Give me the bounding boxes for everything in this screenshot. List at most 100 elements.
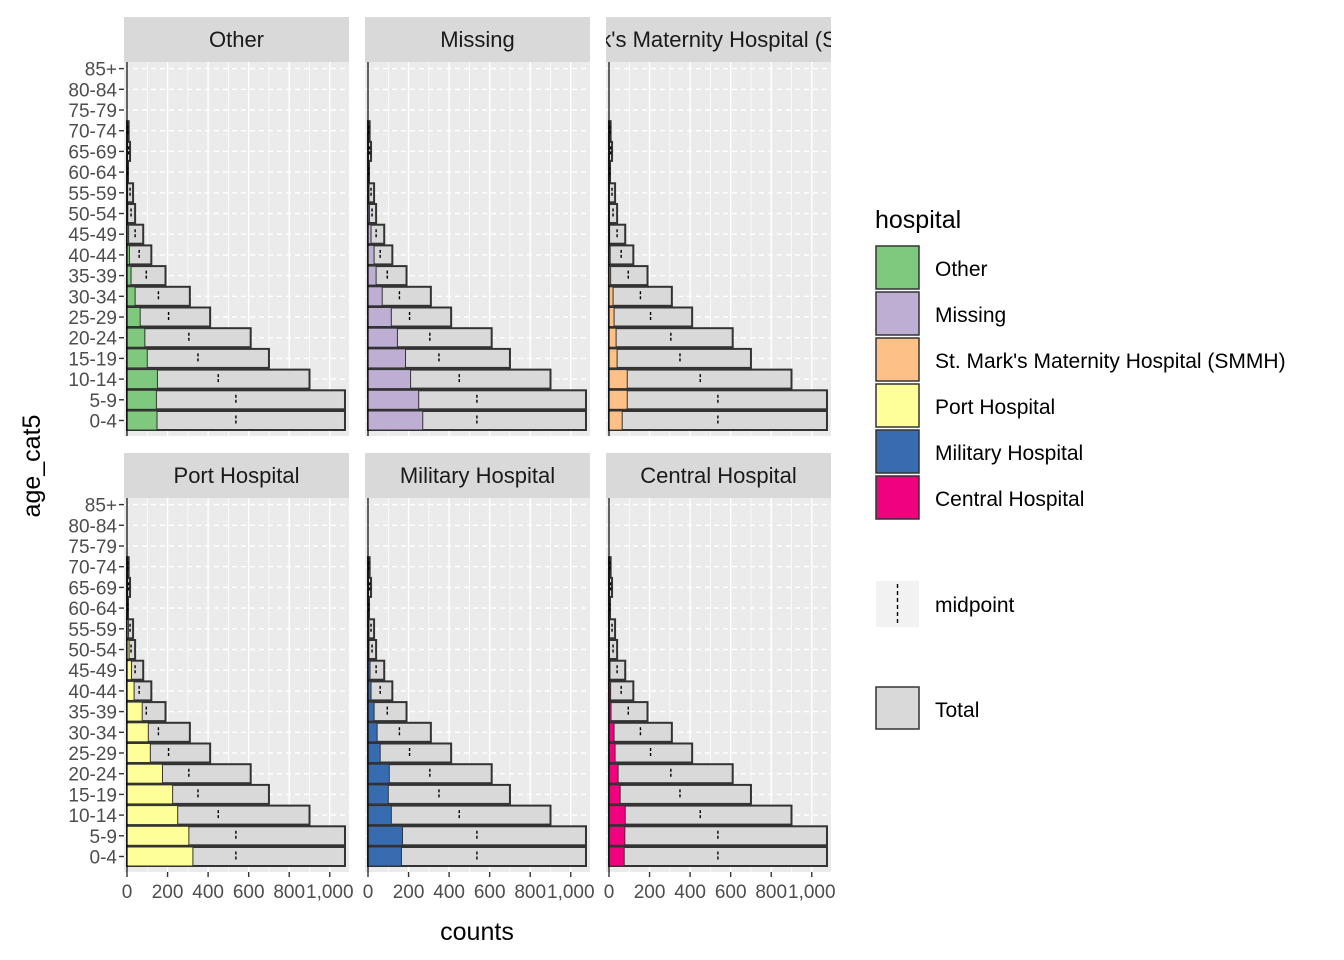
legend-label-military-hospital: Military Hospital xyxy=(935,442,1083,465)
x-tick-label: 1,000 xyxy=(306,882,354,903)
hospital-bar xyxy=(608,846,625,867)
hospital-bar xyxy=(608,722,615,743)
y-tick-label: 85+ xyxy=(85,60,117,81)
y-tick-label: 20-24 xyxy=(68,329,117,350)
x-tick-label: 600 xyxy=(233,882,265,903)
y-tick-label: 45-49 xyxy=(68,225,117,246)
hospital-bar xyxy=(608,410,623,431)
hospital-bar xyxy=(608,825,626,846)
y-tick-label: 15-19 xyxy=(68,349,117,370)
legend-key-port-hospital xyxy=(875,383,920,428)
y-tick-label: 45-49 xyxy=(68,661,117,682)
hospital-bar xyxy=(126,722,149,743)
hospital-bar xyxy=(608,763,619,784)
hospital-bar xyxy=(126,784,174,805)
hospital-bar xyxy=(126,265,132,286)
hospital-bar xyxy=(367,846,402,867)
hospital-bar xyxy=(367,701,375,722)
legend-label-midpoint: midpoint xyxy=(935,594,1015,617)
hospital-bar xyxy=(367,265,377,286)
x-axis-title: counts xyxy=(440,918,514,946)
hospital-bar xyxy=(367,722,378,743)
y-tick-label: 85+ xyxy=(85,496,117,517)
hospital-bar xyxy=(126,389,157,410)
y-tick-label: 80-84 xyxy=(68,516,117,537)
hospital-bar xyxy=(126,680,135,701)
hospital-bar xyxy=(367,307,392,327)
y-tick-label: 80-84 xyxy=(68,80,117,101)
facet-strip-label: Port Hospital xyxy=(174,463,300,488)
x-tick-label: 200 xyxy=(152,882,184,903)
x-tick-label: 600 xyxy=(715,882,747,903)
facet-central-hospital: Central Hospital 0 200 400 600 800 1,000 xyxy=(604,453,836,903)
hospital-bar xyxy=(126,369,158,390)
facet-strip-label: k's Maternity Hospital (S xyxy=(600,27,837,52)
facet-strip xyxy=(606,453,831,498)
hospital-bar xyxy=(367,784,389,805)
hospital-bar xyxy=(126,286,136,307)
facet-strip xyxy=(124,453,349,498)
hospital-bar xyxy=(126,327,146,348)
hospital-bar xyxy=(608,327,617,348)
x-tick-label: 800 xyxy=(273,882,305,903)
y-tick-label: 35-39 xyxy=(68,703,117,724)
y-tick-label: 55-59 xyxy=(68,184,117,205)
legend-key-central-hospital xyxy=(875,475,920,520)
facet-panels: Other0-45-910-1415-1920-2425-2930-3435-3… xyxy=(68,17,836,903)
x-tick-label: 400 xyxy=(433,882,465,903)
facet-st-mark-s-maternity-hospital-smmh: k's Maternity Hospital (S xyxy=(600,17,837,436)
hospital-bar xyxy=(367,348,407,369)
y-tick-label: 40-44 xyxy=(68,246,117,267)
x-tick-label: 800 xyxy=(514,882,546,903)
hospital-bar xyxy=(126,743,151,763)
hospital-bar xyxy=(126,660,132,681)
legend-label-st-mark-s-maternity-hospital-smmh: St. Mark's Maternity Hospital (SMMH) xyxy=(935,350,1286,373)
hospital-bar xyxy=(367,327,398,348)
y-tick-label: 40-44 xyxy=(68,682,117,703)
y-tick-label: 75-79 xyxy=(68,537,117,558)
hospital-bar xyxy=(367,244,375,265)
legend: hospital Other Missing St. Mark's Maternity… xyxy=(875,206,1286,730)
hospital-bar xyxy=(608,743,616,763)
x-tick-label: 400 xyxy=(192,882,224,903)
hospital-bar xyxy=(126,763,163,784)
y-tick-label: 5-9 xyxy=(90,391,117,412)
x-tick-label: 600 xyxy=(474,882,506,903)
y-tick-label: 10-14 xyxy=(68,806,117,827)
y-axis-title: age_cat5 xyxy=(18,415,46,518)
y-tick-label: 15-19 xyxy=(68,785,117,806)
facet-port-hospital: Port Hospital0-45-910-1415-1920-2425-293… xyxy=(68,453,354,903)
y-tick-label: 30-34 xyxy=(68,287,117,308)
hospital-bar xyxy=(367,286,383,307)
x-tick-label: 400 xyxy=(674,882,706,903)
facet-military-hospital: Military Hospital 0 200 400 600 800 1,000 xyxy=(363,453,595,903)
facet-strip xyxy=(124,17,349,62)
x-tick-label: 0 xyxy=(122,882,133,903)
facet-strip xyxy=(606,17,831,62)
legend-key-st-mark-s-maternity-hospital-smmh xyxy=(875,337,920,382)
legend-label-total: Total xyxy=(935,699,979,722)
x-tick-label: 0 xyxy=(604,882,615,903)
x-tick-label: 1,000 xyxy=(547,882,595,903)
y-tick-label: 25-29 xyxy=(68,308,117,329)
hospital-bar xyxy=(367,763,390,784)
hospital-bar xyxy=(126,701,143,722)
x-tick-label: 0 xyxy=(363,882,374,903)
x-tick-label: 800 xyxy=(755,882,787,903)
facet-strip-label: Other xyxy=(209,27,264,52)
hospital-bar xyxy=(608,369,628,390)
legend-label-central-hospital: Central Hospital xyxy=(935,488,1084,511)
y-tick-label: 65-69 xyxy=(68,142,117,163)
y-tick-label: 75-79 xyxy=(68,101,117,122)
y-tick-label: 70-74 xyxy=(68,558,117,579)
y-tick-label: 0-4 xyxy=(90,848,118,869)
y-tick-label: 30-34 xyxy=(68,723,117,744)
facet-strip xyxy=(365,17,590,62)
y-tick-label: 5-9 xyxy=(90,827,117,848)
y-tick-label: 50-54 xyxy=(68,205,117,226)
facet-strip-label: Missing xyxy=(440,27,515,52)
hospital-bar xyxy=(608,307,615,327)
hospital-bar xyxy=(367,369,412,390)
legend-title: hospital xyxy=(875,206,961,234)
